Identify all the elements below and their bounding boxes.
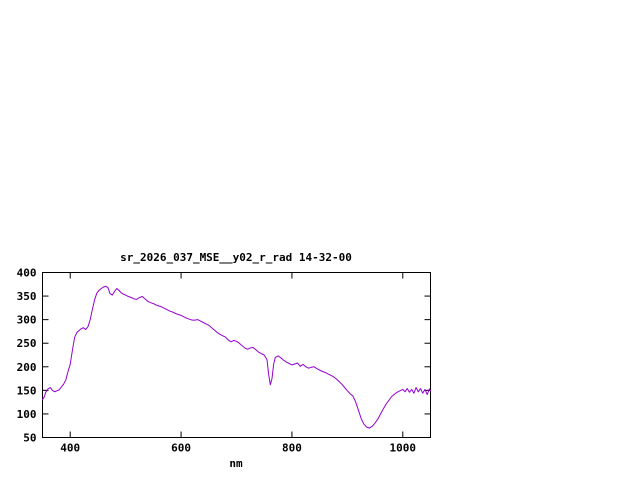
x-tick-label: 400 xyxy=(60,442,80,455)
x-tick-label: 800 xyxy=(282,442,302,455)
y-tick-label: 350 xyxy=(17,290,37,303)
y-tick-label: 150 xyxy=(17,384,37,397)
x-axis-label: nm xyxy=(229,457,243,470)
data-line xyxy=(42,285,431,429)
y-tick-label: 400 xyxy=(17,267,37,280)
y-tick-label: 100 xyxy=(17,408,37,421)
chart-title: sr_2026_037_MSE__y02_r_rad 14-32-00 xyxy=(120,251,352,264)
y-tick-label: 50 xyxy=(23,432,36,445)
x-tick-label: 1000 xyxy=(390,442,417,455)
y-tick-label: 200 xyxy=(17,361,37,374)
y-tick-label: 250 xyxy=(17,337,37,350)
x-tick-label: 600 xyxy=(171,442,191,455)
y-tick-label: 300 xyxy=(17,314,37,327)
plot-border xyxy=(42,272,431,438)
